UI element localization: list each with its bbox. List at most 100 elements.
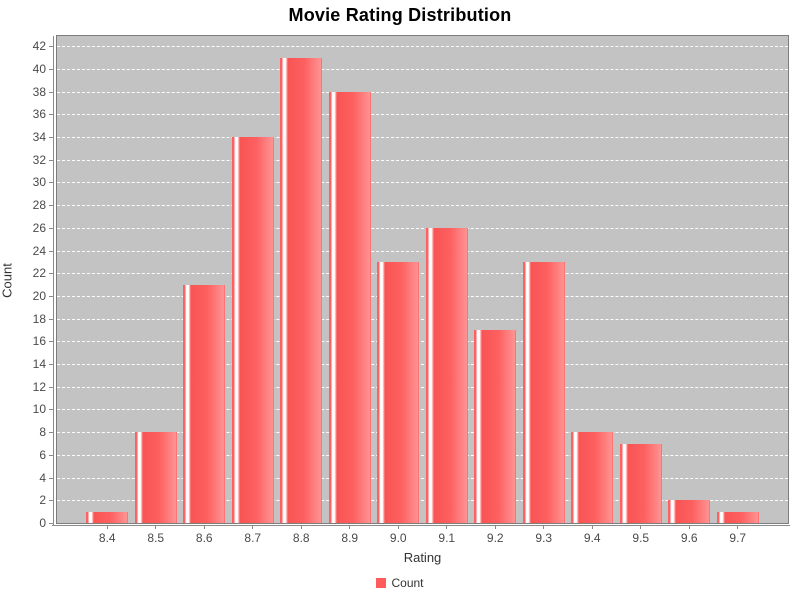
x-axis-line (52, 525, 790, 526)
gridline (57, 409, 788, 411)
x-tick-mark (688, 526, 690, 529)
y-tick-label: 38 (32, 84, 46, 99)
x-tick-label: 9.6 (680, 531, 698, 545)
gridline (57, 295, 788, 297)
y-tick-mark (49, 68, 53, 70)
y-tick-mark (49, 409, 53, 411)
y-tick-label: 22 (32, 266, 46, 281)
y-tick-label: 26 (32, 220, 46, 235)
x-tick-mark (106, 526, 108, 529)
x-tick-label: 8.7 (244, 531, 262, 545)
gridline (57, 227, 788, 229)
bar (86, 511, 129, 523)
y-tick-label: 18 (32, 311, 46, 326)
y-tick-label: 6 (39, 447, 46, 462)
y-tick-label: 32 (32, 152, 46, 167)
x-tick-9.0: 9.0 (374, 526, 423, 545)
x-tick-label: 8.5 (147, 531, 165, 545)
bar-slot-9.5 (617, 36, 666, 523)
bar (474, 330, 517, 523)
x-tick-mark (543, 526, 545, 529)
y-tick-label: 24 (32, 243, 46, 258)
bar (425, 227, 468, 523)
x-tick-9.7: 9.7 (714, 526, 763, 545)
y-tick-label: 28 (32, 198, 46, 213)
bar (134, 432, 177, 523)
chart-title: Movie Rating Distribution (288, 5, 512, 25)
y-tick-label: 8 (39, 425, 46, 440)
bar-slot-8.8 (277, 36, 326, 523)
y-tick-mark (49, 477, 53, 479)
legend-swatch-icon (376, 578, 387, 588)
x-tick-8.6: 8.6 (180, 526, 229, 545)
gridline (57, 454, 788, 456)
bar-slot-8.7 (229, 36, 278, 523)
x-tick-8.8: 8.8 (277, 526, 326, 545)
x-tick-label: 9.4 (583, 531, 601, 545)
x-axis-title: Rating (403, 550, 442, 565)
gridline (57, 114, 788, 116)
x-tick-mark (446, 526, 448, 529)
x-tick-8.9: 8.9 (326, 526, 375, 545)
gridline (57, 159, 788, 161)
y-tick-mark (49, 386, 53, 388)
bar-slot-9.2 (471, 36, 520, 523)
x-tick-mark (591, 526, 593, 529)
x-tick-mark (300, 526, 302, 529)
gridline (57, 68, 788, 70)
bar-slot-8.4 (83, 36, 132, 523)
y-tick-mark (49, 500, 53, 502)
bar-slot-8.5 (132, 36, 181, 523)
gridline (57, 477, 788, 479)
x-axis-ticks: 8.4 8.5 8.6 8.7 8.8 8.9 9.0 9.1 9.2 9.3 9.4 9.5 9.6 9… (57, 526, 788, 545)
y-tick-label: 0 (39, 516, 46, 530)
y-tick-label: 42 (32, 39, 46, 54)
y-tick-mark (49, 273, 53, 275)
y-tick-label: 14 (32, 357, 46, 372)
y-tick-label: 36 (32, 107, 46, 122)
x-tick-mark (397, 526, 399, 529)
gridline (57, 91, 788, 93)
x-tick-label: 9.2 (486, 531, 504, 545)
bar-series (57, 36, 788, 523)
legend: Count (0, 577, 800, 589)
bar (522, 261, 565, 523)
bar-slot-9.6 (665, 36, 714, 523)
bar (619, 443, 662, 523)
x-tick-mark (640, 526, 642, 529)
bar (231, 137, 274, 523)
bar-slot-9.4 (568, 36, 617, 523)
gridline (57, 386, 788, 388)
gridline (57, 318, 788, 320)
gridline (57, 250, 788, 252)
y-tick-mark (49, 182, 53, 184)
bar-slot-8.6 (180, 36, 229, 523)
y-tick-label: 30 (32, 175, 46, 190)
x-tick-9.1: 9.1 (423, 526, 472, 545)
gridline (57, 205, 788, 207)
bar-slot-9.0 (374, 36, 423, 523)
y-tick-mark (49, 454, 53, 456)
y-tick-mark (49, 341, 53, 343)
x-tick-8.5: 8.5 (132, 526, 181, 545)
bar (716, 511, 759, 523)
bar (183, 284, 226, 523)
x-tick-label: 9.5 (632, 531, 650, 545)
gridline (57, 432, 788, 434)
gridline (57, 182, 788, 184)
x-tick-label: 9.0 (389, 531, 407, 545)
y-tick-mark (49, 114, 53, 116)
x-tick-9.2: 9.2 (471, 526, 520, 545)
y-tick-label: 40 (32, 61, 46, 76)
gridline (57, 46, 788, 48)
y-tick-mark (49, 159, 53, 161)
y-tick-label: 2 (39, 493, 46, 508)
x-tick-mark (155, 526, 157, 529)
x-tick-label: 8.9 (341, 531, 359, 545)
bar (280, 57, 323, 523)
y-tick-label: 20 (32, 288, 46, 303)
x-tick-8.4: 8.4 (83, 526, 132, 545)
y-axis-line (53, 36, 54, 525)
x-tick-mark (494, 526, 496, 529)
bar (668, 500, 711, 523)
